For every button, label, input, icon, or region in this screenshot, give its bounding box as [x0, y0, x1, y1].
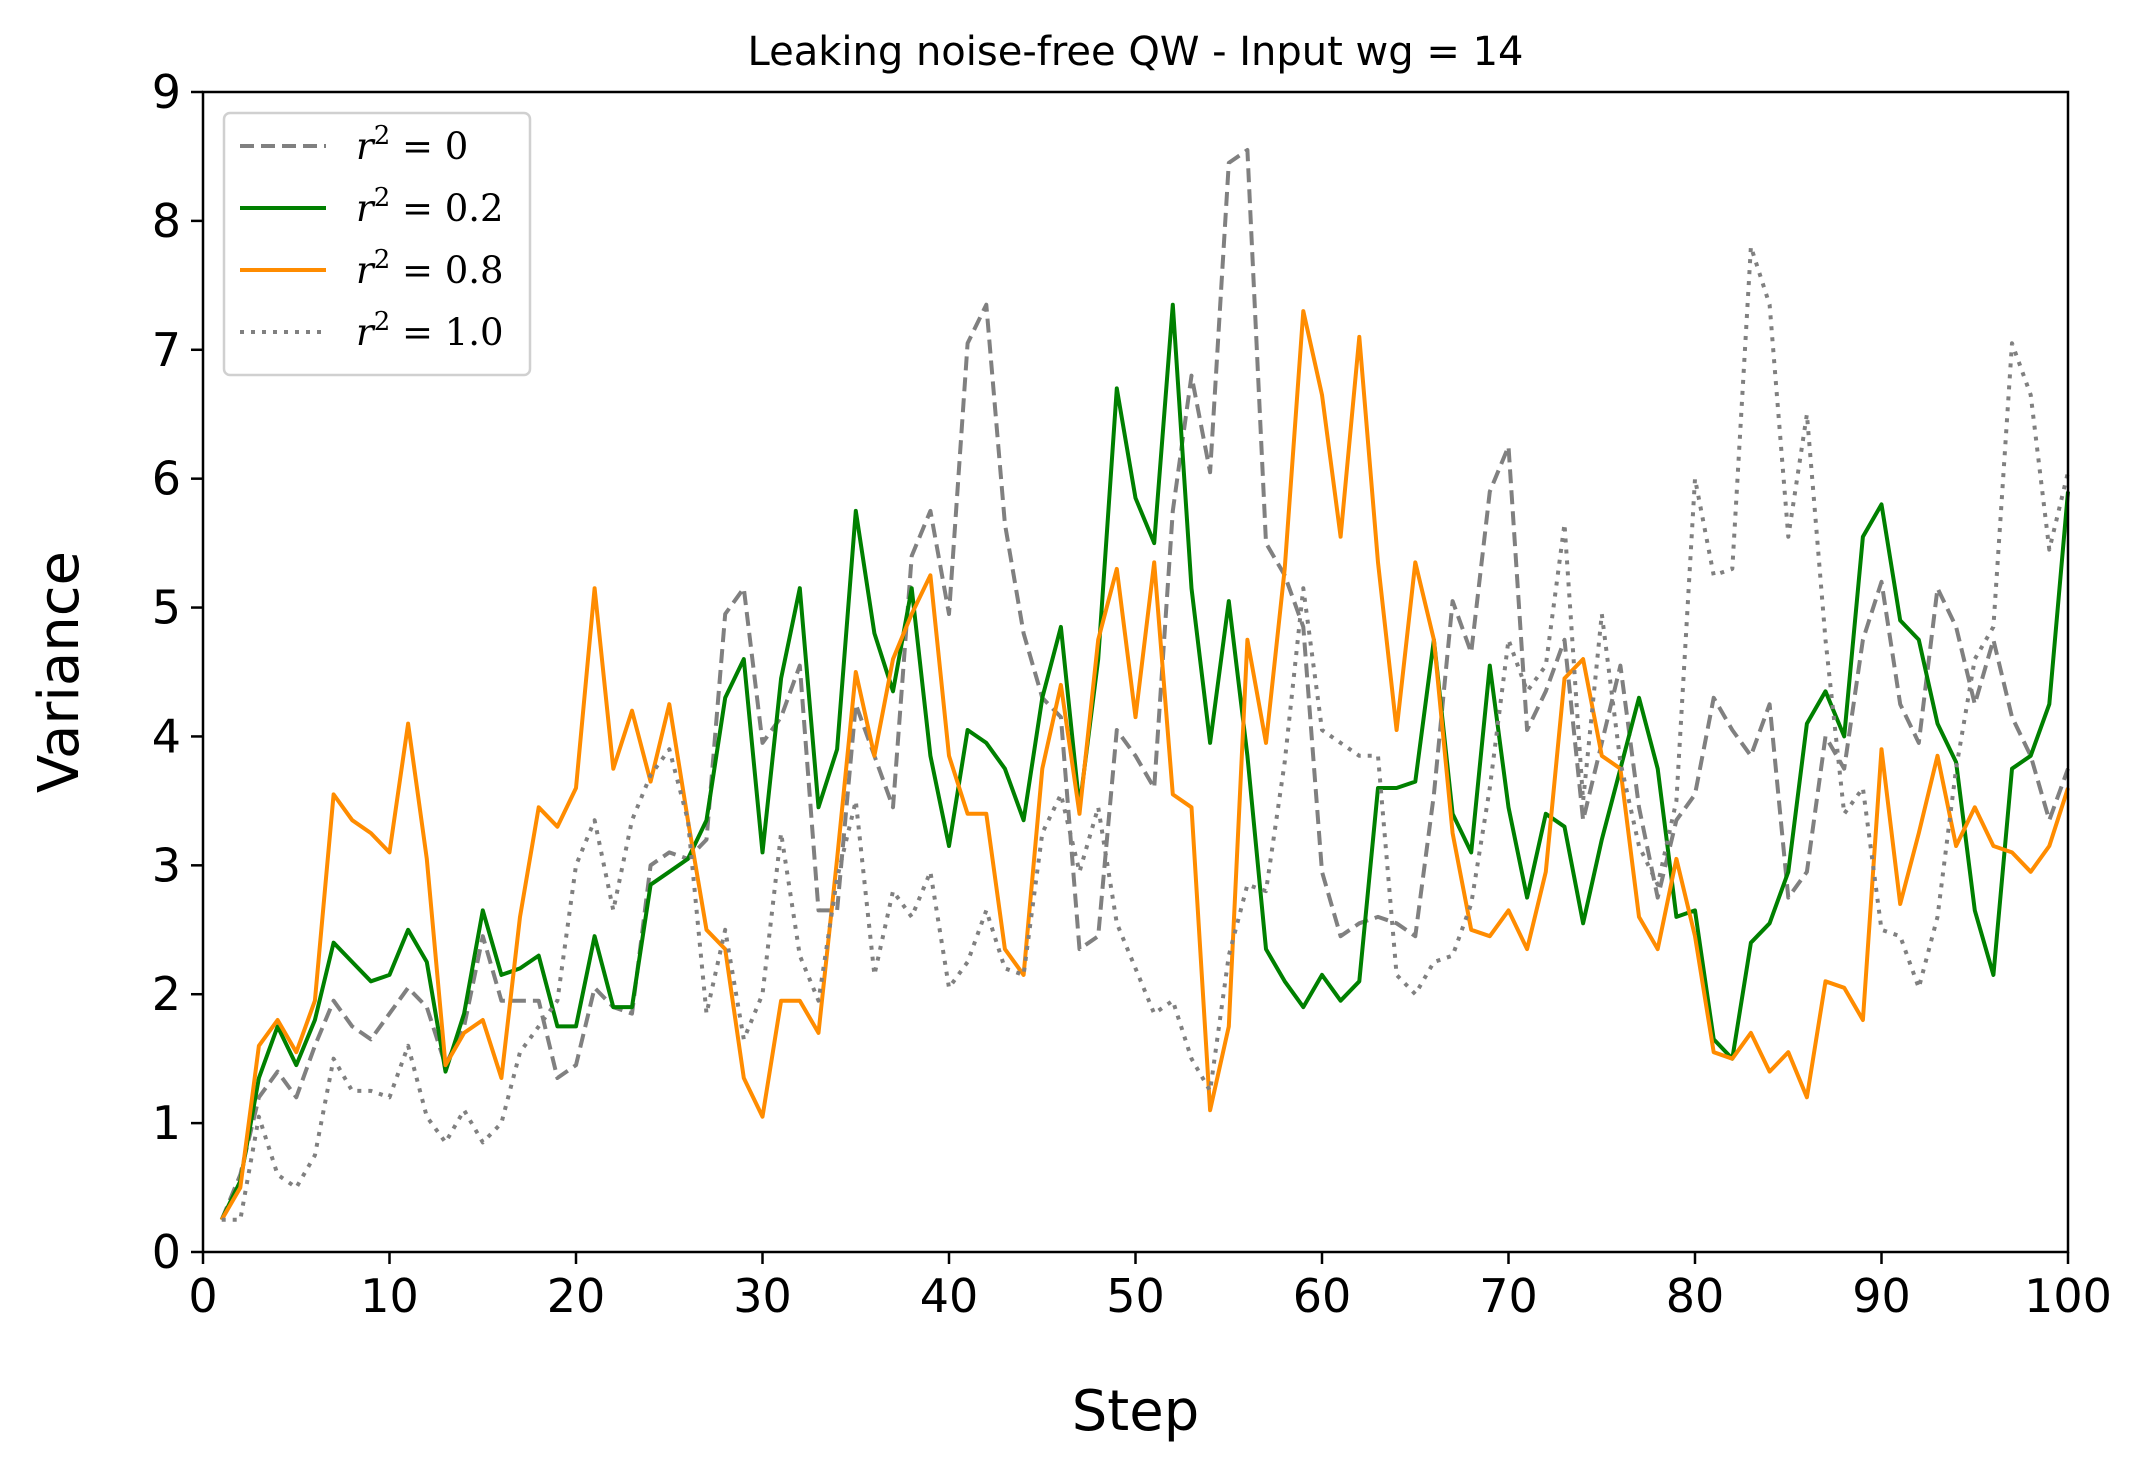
x-tick-label: 90	[1852, 1269, 1911, 1323]
legend-label-2: r2 = 0.2	[356, 183, 504, 230]
legend-box	[222, 111, 532, 377]
x-axis-label: Step	[1072, 1379, 1200, 1444]
y-axis-ticks: 0 1 2 3 4 5 6 7 8 9	[152, 65, 203, 1279]
series-line-2	[219, 302, 2070, 1221]
x-tick-label: 60	[1293, 1269, 1352, 1323]
x-tick-label: 30	[733, 1269, 792, 1323]
x-tick-label: 20	[547, 1269, 606, 1323]
series-line-1	[219, 148, 2070, 1221]
legend-label-1: r2 = 0	[356, 121, 468, 168]
y-tick-label: 7	[152, 323, 181, 377]
x-tick-label: 100	[2024, 1269, 2112, 1323]
x-tick-label: 0	[188, 1269, 217, 1323]
y-tick-label: 2	[152, 967, 181, 1021]
legend-label-3: r2 = 0.8	[356, 245, 504, 292]
legend-label-4: r2 = 1.0	[356, 307, 504, 354]
x-tick-label: 10	[360, 1269, 419, 1323]
x-tick-label: 80	[1666, 1269, 1725, 1323]
x-tick-label: 70	[1479, 1269, 1538, 1323]
x-tick-label: 50	[1106, 1269, 1165, 1323]
x-tick-label: 40	[920, 1269, 979, 1323]
y-tick-label: 0	[152, 1225, 181, 1279]
y-tick-label: 5	[152, 581, 181, 635]
series-line-3	[219, 309, 2070, 1221]
series-line-4	[221, 244, 2070, 1222]
y-axis-label: Variance	[27, 551, 92, 793]
y-tick-label: 1	[152, 1096, 181, 1150]
chart-title: Leaking noise-free QW - Input wg = 14	[748, 29, 1524, 75]
y-tick-label: 9	[152, 65, 181, 119]
series-layer	[219, 148, 2070, 1222]
y-tick-label: 8	[152, 194, 181, 248]
x-axis-ticks: 0 10 20 30 40 50 60 70 80 90 100	[188, 1252, 2112, 1323]
legend: r2 = 0 r2 = 0.2 r2 = 0.8 r2 = 1.0	[222, 111, 532, 377]
y-tick-label: 4	[152, 709, 181, 763]
y-tick-label: 6	[152, 452, 181, 506]
y-tick-label: 3	[152, 838, 181, 892]
